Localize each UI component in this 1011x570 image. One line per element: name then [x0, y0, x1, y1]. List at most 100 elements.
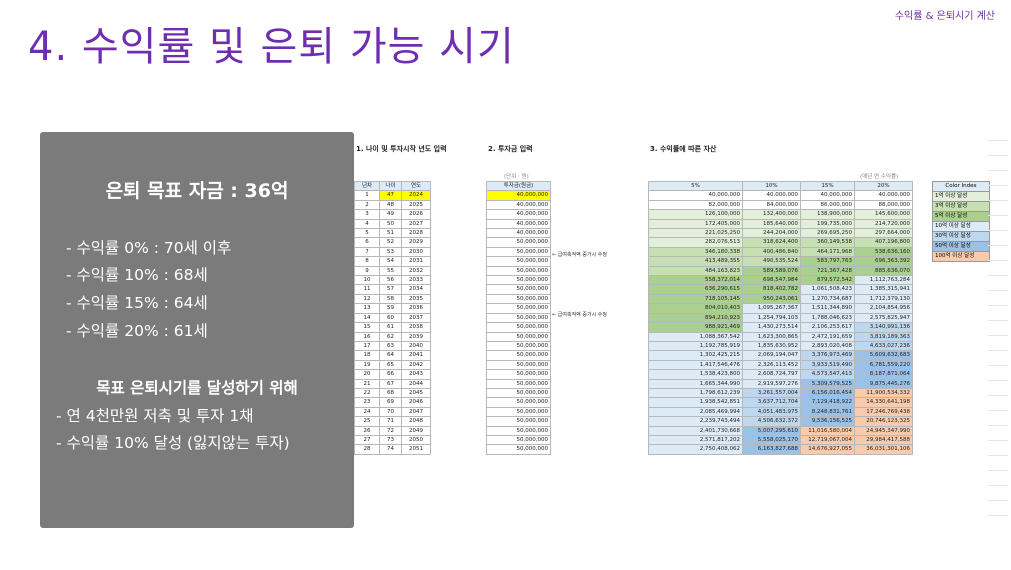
- table-row: 25 71 2048: [354, 416, 431, 427]
- table-cell: 10: [354, 275, 380, 286]
- table-cell: 3,819,189,363: [854, 331, 913, 342]
- table-cell: 16: [354, 331, 380, 342]
- table-row: 8 54 2031: [354, 256, 431, 267]
- table-cell: 2049: [401, 425, 431, 436]
- table-cell: 1,254,794,103: [742, 312, 801, 324]
- table-cell: 484,163,823: [648, 265, 743, 277]
- table-cell: 55: [379, 265, 402, 277]
- table-cell: 50,000,000: [486, 265, 551, 277]
- table-cell: 1,385,315,941: [854, 284, 913, 295]
- table-cell: 20,746,123,325: [854, 416, 913, 427]
- table-cell: 2: [354, 199, 380, 211]
- legend-item: 100억 이상 달성: [932, 251, 990, 262]
- gridline: [988, 260, 1008, 261]
- table-cell: 40,000,000: [742, 190, 801, 201]
- table-cell: 558,372,014: [648, 275, 743, 286]
- table-cell: 2,750,408,062: [648, 444, 743, 455]
- table-row: 24 70 2047: [354, 406, 431, 418]
- top-right-caption: 수익률 & 은퇴시기 계산: [894, 11, 995, 22]
- gridline: [988, 425, 1008, 426]
- gridline: [988, 350, 1008, 351]
- table-cell: 74: [379, 444, 402, 455]
- table-cell: 49: [379, 209, 402, 220]
- age-table: 년차 나이 연도 1 47 2024 2 48 2025 3 49 2026 4 50 2027 5 51 20…: [354, 180, 431, 455]
- page-title: 4. 수익률 및 은퇴 가능 시기: [28, 24, 515, 70]
- table-cell: 879,572,542: [800, 275, 855, 286]
- gridline: [988, 200, 1008, 201]
- unit-note: (단위 : 원): [504, 174, 529, 180]
- rate-line: - 수익률 10% : 68세: [66, 266, 208, 284]
- table-cell: 11,016,580,004: [800, 425, 855, 436]
- table-row: 17 63 2040: [354, 340, 431, 352]
- table-row: 804,010,403 1,095,267,367 1,511,344,890 2,1…: [648, 303, 913, 314]
- table-row: 13 59 2036: [354, 303, 431, 314]
- table-row: 15 61 2038: [354, 322, 431, 333]
- table-cell: 17,246,769,438: [854, 406, 913, 418]
- table-cell: 2,326,113,452: [742, 359, 801, 371]
- legend-row: 100억 이상 달성: [932, 251, 990, 262]
- table-cell: 57: [379, 284, 402, 295]
- table-cell: 7,129,418,922: [800, 397, 855, 408]
- table-row: 50,000,000: [486, 416, 551, 427]
- table-cell: 2051: [401, 444, 431, 455]
- table-cell: 1,061,508,423: [800, 284, 855, 295]
- table-cell: 9: [354, 265, 380, 277]
- table-cell: 4,051,483,975: [742, 406, 801, 418]
- table-cell: 538,636,160: [854, 246, 913, 258]
- table-cell: 62: [379, 331, 402, 342]
- table-cell: 297,664,000: [854, 228, 913, 239]
- table-cell: 818,402,782: [742, 284, 801, 295]
- table-cell: 58: [379, 293, 402, 305]
- table-cell: 5,609,632,683: [854, 350, 913, 361]
- table-cell: 4,506,632,372: [742, 416, 801, 427]
- table-cell: 2031: [401, 256, 431, 267]
- table-cell: 88,000,000: [854, 199, 913, 211]
- table-cell: 50,000,000: [486, 378, 551, 389]
- legend-row: 1억 이상 달성: [932, 191, 990, 202]
- table-row: 221,025,250 244,204,000 269,695,250 297,664…: [648, 228, 913, 239]
- table-cell: 2,608,724,797: [742, 369, 801, 380]
- legend-row: 30억 이상 달성: [932, 231, 990, 242]
- table-cell: 636,290,615: [648, 284, 743, 295]
- table-cell: 2,239,743,494: [648, 416, 743, 427]
- table-row: 18 64 2041: [354, 350, 431, 361]
- gridline: [988, 440, 1008, 441]
- rate-line: - 수익률 0% : 70세 이후: [66, 239, 232, 257]
- table-row: 1,538,423,800 2,608,724,797 4,573,547,413 8…: [648, 369, 913, 380]
- table-cell: 1,623,300,865: [742, 331, 801, 342]
- table-cell: 63: [379, 340, 402, 352]
- side-note: ← 급여축적액 증가시 수정: [552, 252, 607, 258]
- legend-item: 50억 이상 달성: [932, 241, 990, 252]
- table-row: 50,000,000: [486, 293, 551, 305]
- table-row: 50,000,000: [486, 406, 551, 418]
- table-row: 718,105,145 950,243,061 1,270,734,687 1,712…: [648, 293, 913, 305]
- table-cell: 1,665,344,990: [648, 378, 743, 389]
- table-cell: 14,330,641,198: [854, 397, 913, 408]
- table-cell: 59: [379, 303, 402, 314]
- table-cell: 3,933,519,490: [800, 359, 855, 371]
- table-row: 2,571,817,202 5,558,025,170 12,719,067,004…: [648, 434, 913, 446]
- table-row: 2,401,730,668 5,007,295,610 11,016,580,004…: [648, 425, 913, 436]
- table-row: 50,000,000: [486, 246, 551, 258]
- table-cell: 50,000,000: [486, 434, 551, 446]
- table-cell: 804,010,403: [648, 303, 743, 314]
- table-cell: 5,309,579,525: [800, 378, 855, 389]
- header-cell: 연도: [401, 180, 431, 192]
- legend-row: 10억 이상 달성: [932, 221, 990, 232]
- table-cell: 185,640,000: [742, 218, 801, 230]
- gridline: [988, 185, 1008, 186]
- table-row: 50,000,000: [486, 322, 551, 333]
- section-age-input: 1. 나이 및 투자시작 년도 입력: [356, 145, 447, 153]
- table-row: 50,000,000: [486, 434, 551, 446]
- table-cell: 50,000,000: [486, 425, 551, 436]
- table-row: 894,210,923 1,254,794,103 1,788,046,623 2,5…: [648, 312, 913, 324]
- table-cell: 490,535,524: [742, 256, 801, 267]
- table-row: 22 68 2045: [354, 387, 431, 399]
- table-cell: 1,270,734,687: [800, 293, 855, 305]
- table-cell: 2043: [401, 369, 431, 380]
- table-row: 50,000,000: [486, 275, 551, 286]
- table-row: 2,750,408,062 6,163,827,688 14,676,927,055…: [648, 444, 913, 455]
- table-cell: 1,788,046,623: [800, 312, 855, 324]
- legend-item: 1억 이상 달성: [932, 191, 990, 202]
- rate-line: - 수익률 20% : 61세: [66, 322, 208, 340]
